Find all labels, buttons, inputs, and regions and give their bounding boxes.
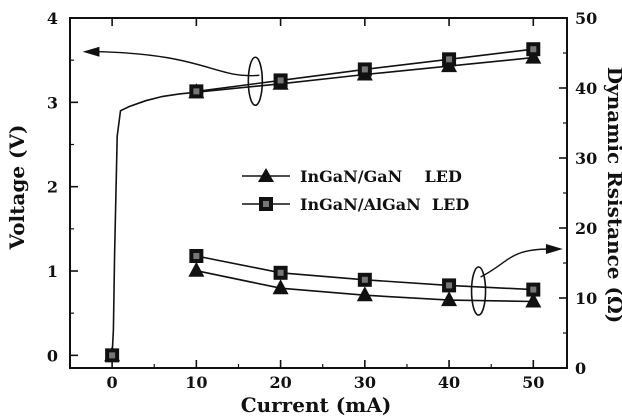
data-point-square-inner [361, 276, 368, 283]
y-right-tick-label: 20 [575, 219, 597, 238]
plot-border [69, 17, 568, 369]
data-point-square-inner [193, 88, 200, 95]
data-point-square-inner [277, 269, 284, 276]
iv-curve [111, 91, 197, 356]
data-point-square-inner [446, 282, 453, 289]
y-left-tick-label: 3 [47, 93, 58, 112]
data-point-square-inner [361, 66, 368, 73]
data-point-square-inner [530, 286, 537, 293]
y-right-tick-label: 50 [575, 9, 597, 28]
arrowhead-right [545, 244, 563, 254]
y-axis-right-title: Dynamic Rsistance (Ω) [603, 67, 622, 323]
ellipse-resistance-group [470, 266, 487, 316]
arrow-to-left-axis [95, 51, 260, 77]
plot-frame [69, 17, 568, 369]
x-tick-label: 20 [269, 373, 291, 392]
data-point-square-inner [530, 46, 537, 53]
y-left-tick-label: 1 [47, 262, 58, 281]
data-point-triangle [356, 286, 373, 302]
legend-label-ingan-algan: InGaN/AlGaN LED [300, 195, 469, 214]
x-axis-title: Current (mA) [241, 393, 392, 416]
x-tick-label: 10 [185, 373, 207, 392]
y-left-tick-label: 2 [47, 178, 58, 197]
annotation-layer [82, 46, 563, 316]
arrow-to-right-axis [480, 248, 551, 278]
legend: InGaN/GaN LED InGaN/AlGaN LED [242, 167, 469, 214]
x-tick-label: 50 [522, 373, 544, 392]
legend-triangle-marker [258, 168, 274, 182]
x-tick-label: 0 [107, 373, 118, 392]
y-left-tick-label: 0 [47, 346, 58, 365]
data-point-triangle [525, 292, 542, 308]
y-axis-left-title: Voltage (V) [5, 125, 29, 251]
data-point-triangle [272, 279, 289, 295]
x-tick-label: 40 [438, 373, 460, 392]
y-right-tick-label: 30 [575, 149, 597, 168]
legend-square-marker-inner [263, 201, 269, 207]
legend-label-ingan-gan: InGaN/GaN LED [300, 167, 462, 186]
x-tick-label: 30 [354, 373, 376, 392]
data-point-square-inner [446, 56, 453, 63]
y-left-tick-label: 4 [47, 9, 58, 28]
data-point-square-inner [193, 253, 200, 259]
y-right-tick-label: 0 [575, 359, 586, 378]
ellipse-voltage-group [247, 56, 264, 107]
series-layer [104, 42, 542, 363]
data-point-triangle [441, 291, 458, 307]
data-point-square-inner [277, 77, 284, 84]
y-right-tick-label: 40 [575, 79, 597, 98]
data-point-square-inner [109, 352, 116, 359]
data-point-triangle [188, 261, 205, 277]
arrowhead-left [82, 46, 100, 57]
y-right-tick-label: 10 [575, 289, 597, 308]
